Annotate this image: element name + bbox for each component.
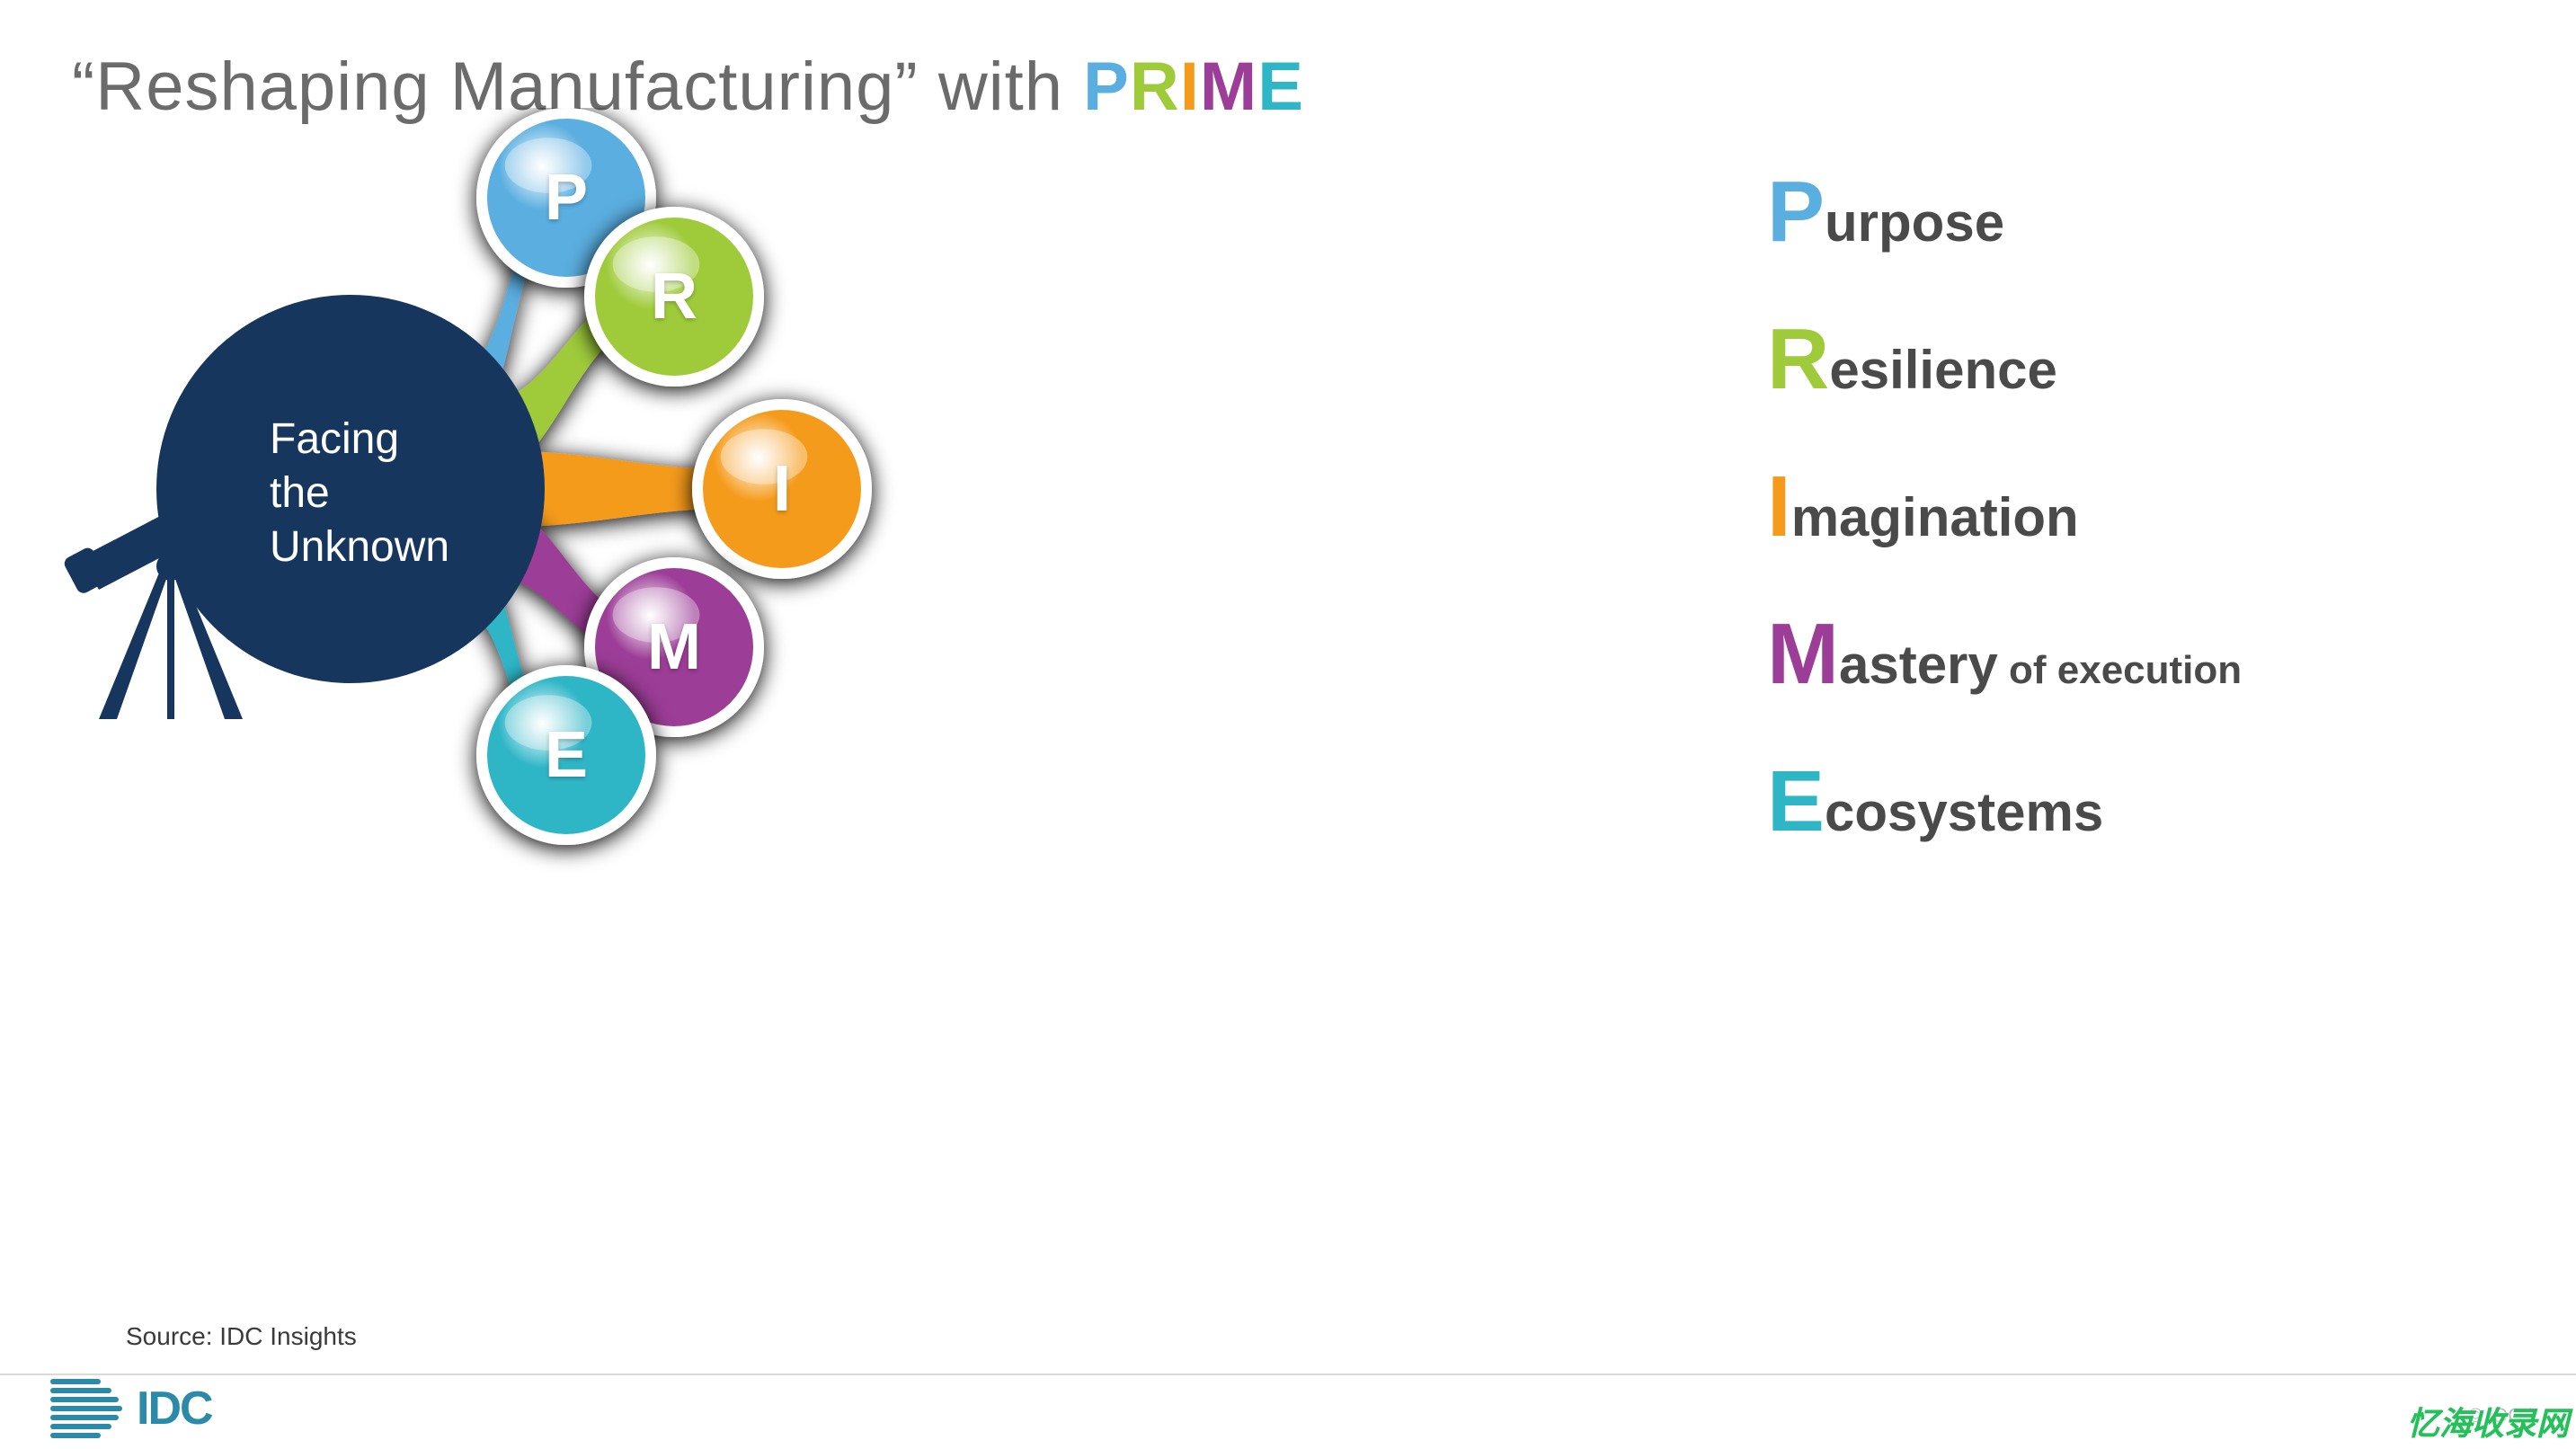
hub-label: FacingtheUnknown [270, 413, 449, 575]
legend-letter-E: E [1767, 755, 1825, 850]
diagram-svg [0, 108, 1258, 1079]
node-letter-M: M [647, 609, 701, 685]
legend-word-P: urpose [1825, 194, 2004, 253]
idc-logo: IDC [50, 1379, 212, 1438]
node-letter-P: P [545, 160, 588, 236]
legend-row-M: Mastery of execution [1767, 613, 2450, 699]
legend-letter-R: R [1767, 313, 1829, 408]
prime-legend: Purpose Resilience Imagination Mastery of e… [1767, 171, 2450, 908]
watermark-text: 忆海收录网 [2407, 1399, 2569, 1445]
legend-letter-M: M [1767, 608, 1839, 703]
legend-row-P: Purpose [1767, 171, 2450, 257]
legend-row-R: Resilience [1767, 318, 2450, 404]
legend-word-R: esilience [1829, 342, 2057, 401]
legend-letter-I: I [1767, 460, 1791, 556]
slide: “Reshaping Manufacturing” with PRIME Fac… [0, 0, 2576, 1449]
legend-letter-P: P [1767, 165, 1825, 261]
node-letter-R: R [651, 259, 697, 334]
node-letter-E: E [545, 717, 588, 793]
node-letter-I: I [773, 451, 791, 527]
legend-extra-M: of execution [1998, 647, 2242, 692]
logo-text: IDC [137, 1381, 212, 1436]
legend-row-I: Imagination [1767, 466, 2450, 552]
legend-word-I: magination [1791, 489, 2079, 548]
legend-row-E: Ecosystems [1767, 760, 2450, 847]
prime-diagram: FacingtheUnknown PR I ME [0, 108, 1258, 1088]
legend-word-E: cosystems [1825, 784, 2103, 843]
logo-bars-icon [50, 1379, 122, 1438]
source-text: Source: IDC Insights [126, 1321, 357, 1350]
legend-word-M: astery [1839, 636, 1998, 696]
title-letter-E: E [1257, 50, 1304, 126]
footer-bar: IDC © IDC | 忆海收录网 [0, 1373, 2576, 1449]
